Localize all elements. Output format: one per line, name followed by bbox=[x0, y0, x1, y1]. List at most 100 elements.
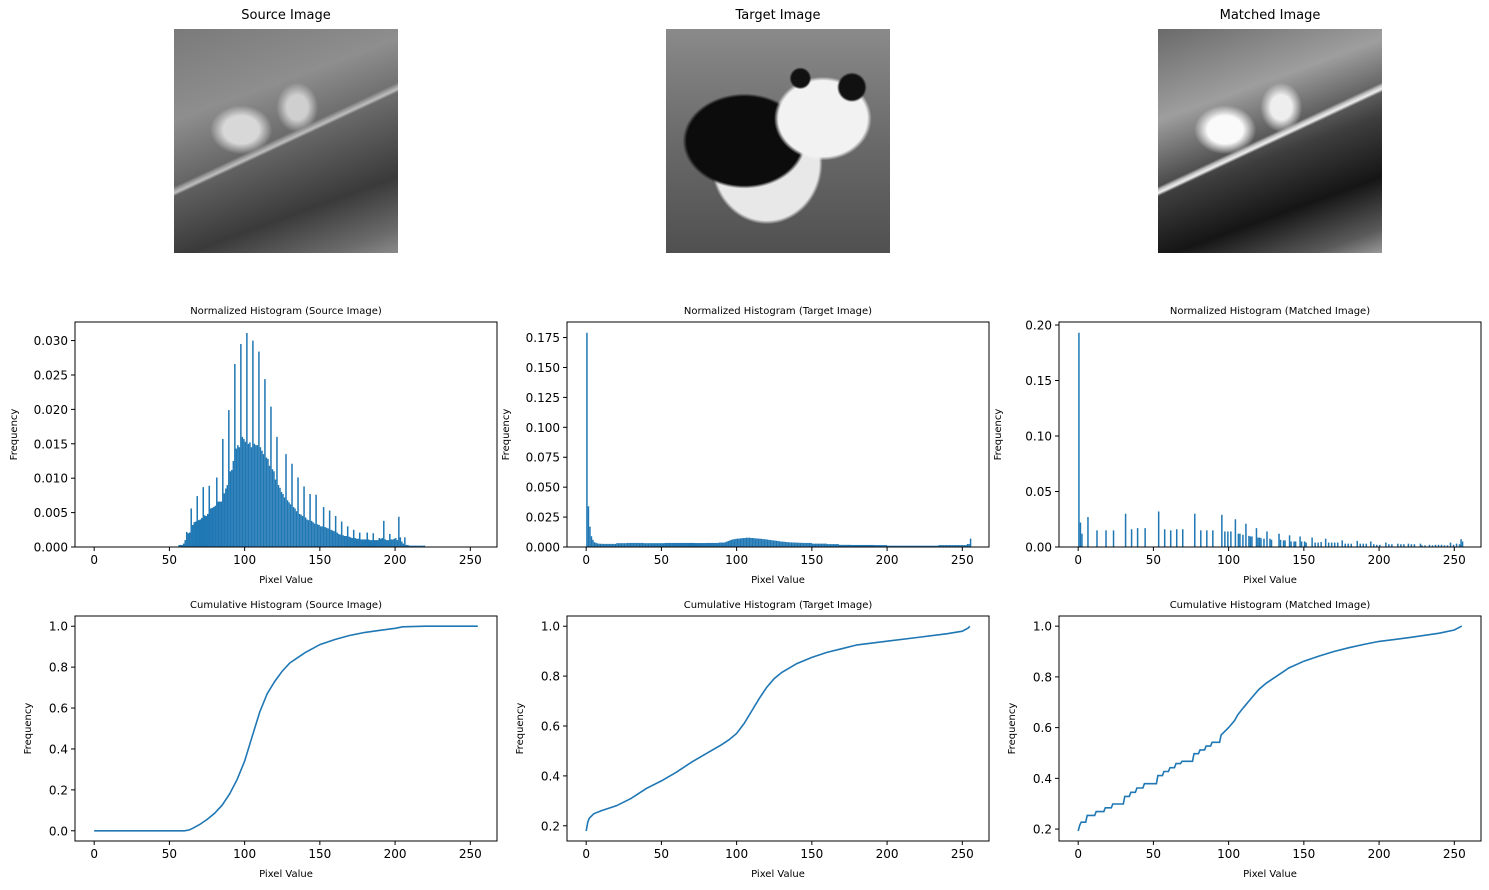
histogram-bar bbox=[188, 532, 191, 547]
cdf-line bbox=[585, 625, 971, 832]
histogram-bar bbox=[348, 536, 350, 547]
histogram-bar bbox=[1157, 511, 1160, 547]
histogram-bar bbox=[307, 520, 310, 547]
y-tick-label: 0.010 bbox=[34, 472, 68, 486]
y-axis-label: Frequency bbox=[9, 409, 20, 461]
y-tick-label: 0.2 bbox=[541, 819, 560, 833]
histogram-bar bbox=[395, 538, 397, 547]
histogram-bar bbox=[878, 545, 880, 547]
y-tick-label: 0.20 bbox=[1025, 318, 1052, 332]
histogram-bar bbox=[628, 542, 630, 547]
histogram-bar bbox=[798, 542, 800, 547]
histogram-bar bbox=[762, 539, 764, 547]
histogram-bar bbox=[1257, 537, 1259, 547]
histogram-bar bbox=[300, 514, 302, 547]
target-image bbox=[666, 29, 890, 253]
histogram-bar bbox=[285, 454, 287, 547]
histogram-bar bbox=[849, 544, 851, 547]
histogram-bar bbox=[891, 545, 894, 547]
histogram-bar bbox=[342, 535, 344, 547]
x-tick-label: 250 bbox=[459, 847, 482, 861]
histogram-bar bbox=[297, 477, 299, 547]
histogram-bar bbox=[271, 469, 274, 547]
histogram-bar bbox=[611, 543, 614, 547]
histogram-bar bbox=[969, 538, 972, 547]
histogram-bar bbox=[1303, 541, 1306, 547]
x-tick-label: 150 bbox=[1292, 847, 1315, 861]
histogram-bar bbox=[244, 441, 247, 547]
y-tick-label: 0.4 bbox=[541, 769, 560, 783]
histogram-bar bbox=[229, 471, 232, 547]
histogram-bar bbox=[390, 539, 393, 547]
y-axis-label: Frequency bbox=[1007, 703, 1018, 755]
x-tick-label: 0 bbox=[90, 847, 98, 861]
histogram-bar bbox=[1356, 540, 1359, 547]
histogram-bar bbox=[866, 544, 868, 547]
y-tick-label: 0.8 bbox=[49, 661, 68, 675]
histogram-bar bbox=[732, 539, 734, 547]
histogram-bar bbox=[729, 540, 731, 547]
histogram-bar bbox=[1263, 538, 1265, 547]
x-tick-label: 200 bbox=[1368, 553, 1391, 567]
histogram-bar bbox=[817, 543, 820, 547]
histogram-bar bbox=[829, 544, 832, 547]
histogram-bar bbox=[1163, 529, 1166, 547]
histogram-bar bbox=[1419, 543, 1422, 547]
histogram-bar bbox=[352, 529, 355, 547]
histogram-bar bbox=[933, 545, 936, 547]
x-tick-label: 0 bbox=[90, 553, 98, 567]
histogram-bar bbox=[223, 493, 226, 547]
x-axis-label: Pixel Value bbox=[259, 869, 313, 880]
histogram-bar bbox=[742, 538, 745, 547]
histogram-bar bbox=[760, 538, 763, 547]
histogram-bar bbox=[720, 542, 722, 547]
histogram-bar bbox=[935, 545, 937, 547]
histogram-bar bbox=[182, 543, 185, 547]
histogram-bar bbox=[927, 545, 930, 547]
histogram-bar bbox=[711, 542, 713, 547]
histogram-bar bbox=[1212, 530, 1214, 547]
histogram-bar bbox=[1362, 543, 1365, 547]
histogram-bar bbox=[247, 443, 250, 547]
histogram-bar bbox=[677, 542, 680, 547]
histogram-bar bbox=[811, 543, 814, 547]
y-tick-label: 0.4 bbox=[49, 742, 68, 756]
x-tick-label: 200 bbox=[384, 553, 407, 567]
histogram-bar bbox=[589, 526, 591, 547]
histogram-bar bbox=[920, 545, 922, 547]
histogram-bar bbox=[384, 539, 387, 547]
histogram-bar bbox=[1269, 538, 1271, 547]
y-tick-label: 0.075 bbox=[526, 451, 560, 465]
histogram-bar bbox=[741, 538, 743, 547]
histogram-bar bbox=[324, 527, 326, 547]
histogram-bar bbox=[381, 538, 384, 547]
histogram-bar bbox=[598, 543, 600, 547]
histogram-bar bbox=[599, 543, 602, 547]
x-tick-label: 250 bbox=[459, 553, 482, 567]
histogram-bar bbox=[246, 333, 248, 547]
histogram-bar bbox=[936, 545, 939, 547]
histogram-bar bbox=[926, 545, 928, 547]
histogram-bar bbox=[255, 445, 257, 547]
histogram-bar bbox=[1327, 542, 1330, 547]
x-tick-label: 50 bbox=[162, 553, 177, 567]
histogram-bar bbox=[887, 545, 889, 547]
x-tick-label: 50 bbox=[1146, 847, 1161, 861]
histogram-bar bbox=[631, 542, 633, 547]
chart-title: Cumulative Histogram (Matched Image) bbox=[1170, 600, 1371, 611]
histogram-bar bbox=[652, 543, 654, 547]
histogram-bar bbox=[662, 543, 665, 547]
histogram-bar bbox=[309, 494, 311, 547]
histogram-bar bbox=[841, 544, 844, 547]
x-tick-label: 250 bbox=[951, 553, 974, 567]
histogram-bar bbox=[1400, 544, 1402, 547]
axes-frame bbox=[566, 321, 990, 548]
histogram-bar bbox=[680, 542, 683, 547]
histogram-bar bbox=[959, 545, 961, 547]
histogram-bar bbox=[917, 545, 919, 547]
histogram-bar bbox=[962, 545, 964, 547]
histogram-bar bbox=[1227, 531, 1229, 547]
histogram-bar bbox=[191, 524, 194, 547]
histogram-bar bbox=[1242, 534, 1244, 547]
histogram-bar bbox=[205, 516, 208, 547]
